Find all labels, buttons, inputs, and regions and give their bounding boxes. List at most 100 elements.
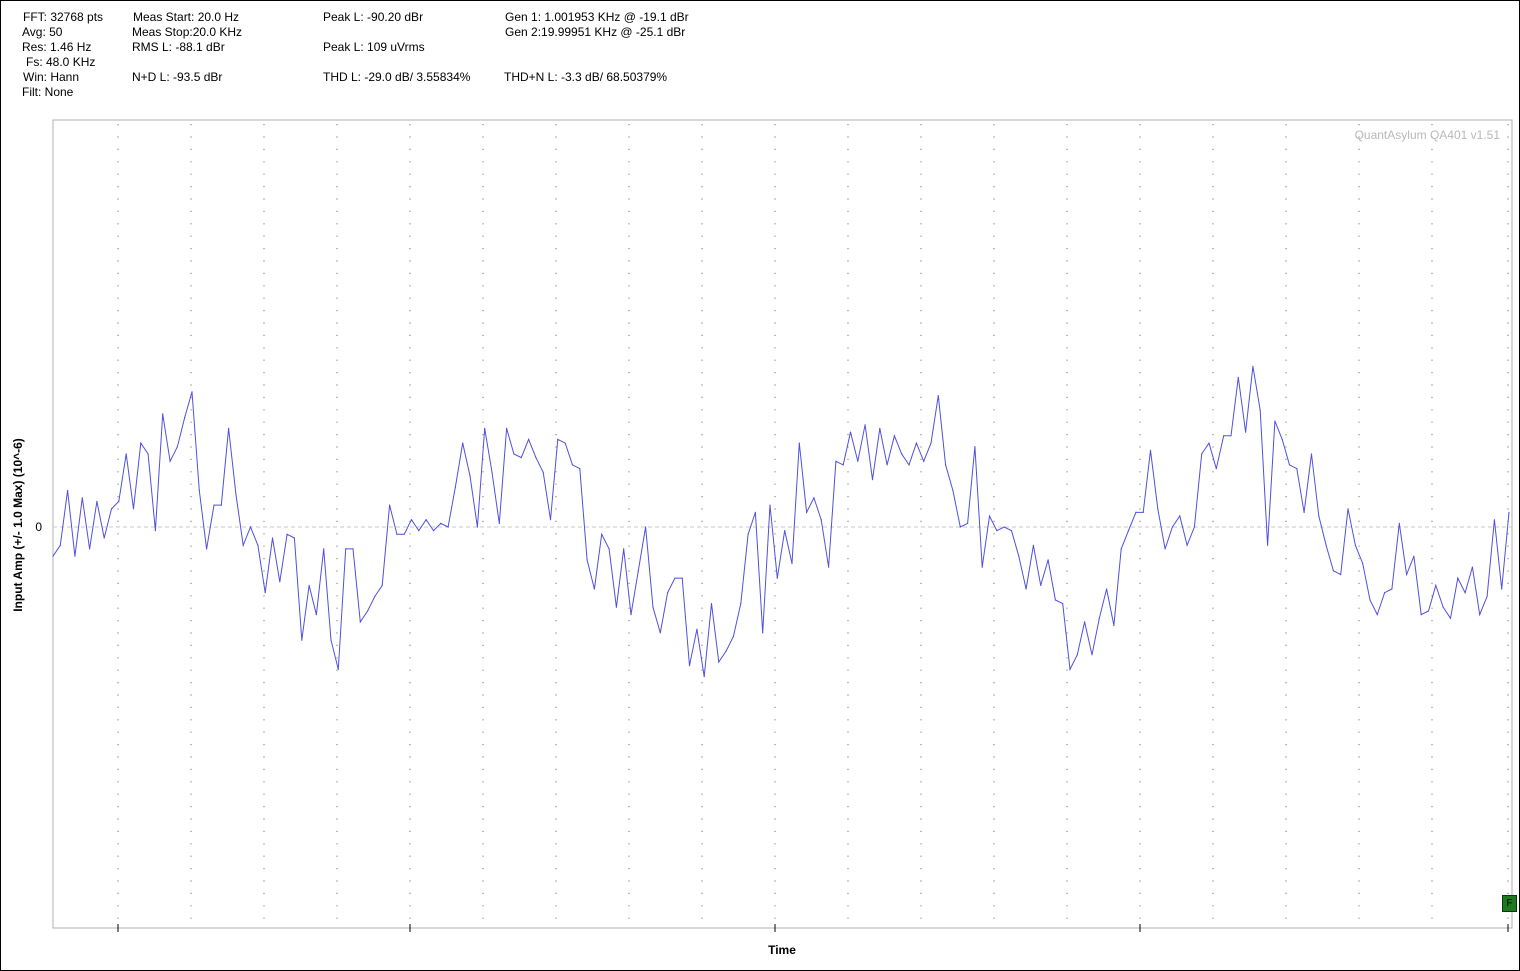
data-point-153 — [1171, 526, 1173, 528]
data-point-164 — [1252, 365, 1254, 367]
data-point-165 — [1259, 409, 1261, 411]
data-point-97 — [762, 632, 764, 634]
data-point-196 — [1486, 595, 1488, 598]
data-point-89 — [703, 676, 705, 678]
data-point-73 — [586, 559, 588, 561]
data-point-186 — [1413, 555, 1415, 557]
data-point-121 — [937, 395, 939, 397]
data-point-23 — [220, 504, 222, 506]
data-point-18 — [184, 416, 186, 419]
data-point-197 — [1493, 519, 1495, 521]
data-point-79 — [630, 614, 632, 616]
data-point-166 — [1267, 544, 1269, 546]
data-point-123 — [952, 489, 954, 492]
data-point-133 — [1025, 588, 1027, 590]
data-point-54 — [447, 526, 449, 528]
data-point-100 — [784, 530, 786, 532]
data-point-38 — [330, 639, 332, 641]
data-point-115 — [893, 435, 896, 437]
data-point-66 — [535, 457, 537, 459]
data-point-5 — [89, 548, 91, 550]
data-point-128 — [988, 515, 991, 517]
data-point-39 — [337, 668, 339, 671]
data-point-45 — [381, 584, 383, 587]
status-flag[interactable]: F — [1502, 895, 1517, 912]
data-point-104 — [813, 497, 815, 499]
data-point-35 — [308, 584, 310, 587]
data-point-4 — [81, 497, 83, 499]
watermark: QuantAsylum QA401 v1.51 — [1354, 128, 1500, 142]
data-point-42 — [359, 621, 361, 623]
data-point-156 — [1193, 526, 1195, 528]
data-point-112 — [871, 479, 874, 481]
data-point-28 — [257, 544, 259, 546]
data-point-11 — [132, 508, 135, 510]
data-point-193 — [1464, 592, 1466, 594]
data-point-187 — [1420, 614, 1422, 616]
data-point-182 — [1384, 592, 1386, 594]
data-point-63 — [513, 453, 515, 455]
data-point-129 — [996, 530, 998, 532]
data-point-189 — [1435, 584, 1437, 587]
data-point-91 — [718, 661, 720, 663]
data-point-90 — [710, 603, 713, 605]
data-point-174 — [1325, 544, 1327, 546]
data-point-144 — [1106, 588, 1108, 590]
data-point-110 — [857, 460, 859, 462]
data-point-120 — [930, 442, 932, 444]
data-point-64 — [520, 457, 522, 459]
data-point-16 — [169, 460, 171, 462]
data-point-169 — [1288, 464, 1291, 466]
data-point-194 — [1471, 566, 1473, 568]
data-point-1 — [59, 544, 61, 546]
data-point-37 — [323, 548, 325, 550]
data-point-61 — [498, 522, 500, 525]
data-point-7 — [103, 537, 105, 539]
data-point-103 — [806, 511, 808, 513]
data-point-195 — [1479, 614, 1481, 616]
data-point-84 — [667, 592, 669, 594]
data-point-157 — [1201, 453, 1203, 455]
data-point-8 — [110, 508, 113, 510]
data-point-135 — [1040, 584, 1042, 587]
data-point-34 — [301, 639, 303, 641]
data-point-74 — [593, 588, 596, 590]
data-point-134 — [1032, 544, 1034, 546]
x-axis-label: Time — [768, 943, 796, 957]
data-point-132 — [1018, 555, 1020, 557]
data-point-105 — [820, 519, 822, 521]
stat-avg: Avg: 50 — [22, 25, 63, 39]
data-point-173 — [1318, 515, 1320, 517]
stat-thdn: THD+N L: -3.3 dB/ 68.50379% — [504, 70, 668, 84]
data-point-41 — [352, 548, 354, 550]
data-point-145 — [1113, 624, 1115, 627]
data-point-191 — [1449, 617, 1452, 619]
data-point-19 — [191, 391, 193, 393]
data-point-49 — [410, 519, 413, 521]
series-points — [52, 365, 1510, 678]
data-point-60 — [491, 471, 493, 473]
y-axis-label: Input Amp (+/- 1.0 Max) (10^-6) — [11, 438, 25, 612]
data-point-2 — [67, 489, 69, 492]
data-point-88 — [696, 628, 698, 630]
stat-meas-stop: Meas Stop:20.0 KHz — [132, 25, 243, 39]
data-point-130 — [1003, 526, 1005, 528]
data-point-171 — [1303, 511, 1305, 513]
data-point-9 — [118, 500, 120, 502]
data-point-46 — [389, 504, 391, 506]
data-point-15 — [162, 413, 164, 415]
data-point-77 — [615, 606, 618, 608]
data-point-183 — [1391, 588, 1393, 590]
data-point-192 — [1457, 577, 1459, 579]
data-point-31 — [279, 581, 281, 583]
data-point-170 — [1296, 468, 1298, 470]
data-point-70 — [564, 442, 566, 444]
data-point-75 — [601, 533, 603, 535]
data-point-149 — [1142, 511, 1144, 513]
data-point-199 — [1508, 511, 1510, 513]
stat-win: Win: Hann — [23, 70, 80, 84]
data-point-162 — [1237, 376, 1239, 378]
data-point-59 — [484, 427, 486, 429]
data-point-142 — [1091, 654, 1093, 656]
